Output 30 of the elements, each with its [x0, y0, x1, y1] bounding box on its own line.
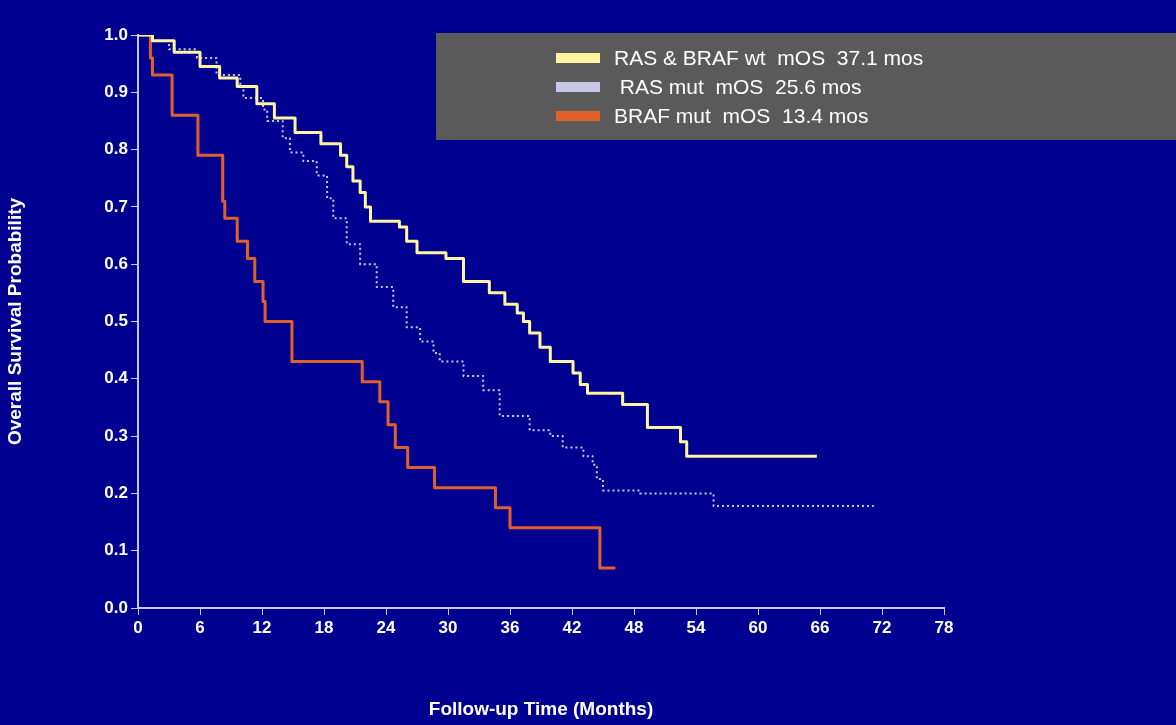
x-tick-label: 78 [934, 617, 954, 637]
y-tick-label: 0.0 [104, 597, 128, 617]
y-tick-label: 0.6 [104, 253, 128, 273]
y-tick-label: 0.1 [104, 540, 128, 560]
x-axis-title: Follow-up Time (Months) [428, 697, 654, 719]
x-tick-label: 66 [810, 617, 830, 637]
y-tick-label: 0.4 [104, 368, 129, 388]
x-tick-label: 12 [252, 617, 272, 637]
x-tick-label: 6 [195, 617, 205, 637]
x-tick-label: 60 [748, 617, 768, 637]
y-tick-label: 0.8 [104, 139, 128, 159]
y-tick-label: 0.9 [104, 81, 128, 101]
x-tick-label: 24 [376, 617, 396, 637]
legend-label: BRAF mut mOS 13.4 mos [614, 103, 869, 128]
y-tick-label: 1.0 [104, 24, 128, 44]
legend-label: RAS mut mOS 25.6 mos [618, 74, 862, 99]
x-tick-label: 36 [500, 617, 520, 637]
x-tick-label: 54 [686, 617, 706, 637]
y-axis-title: Overall Survival Probability [3, 197, 25, 446]
x-tick-label: 18 [314, 617, 334, 637]
x-tick-label: 0 [133, 617, 143, 637]
x-tick-label: 72 [872, 617, 892, 637]
y-tick-label: 0.5 [104, 311, 128, 331]
y-tick-label: 0.7 [104, 196, 128, 216]
y-tick-label: 0.2 [104, 483, 128, 503]
x-tick-label: 42 [562, 617, 582, 637]
y-tick-label: 0.3 [104, 425, 128, 445]
x-tick-label: 30 [438, 617, 458, 637]
legend-label: RAS & BRAF wt mOS 37.1 mos [614, 45, 924, 70]
x-tick-label: 48 [624, 617, 644, 637]
